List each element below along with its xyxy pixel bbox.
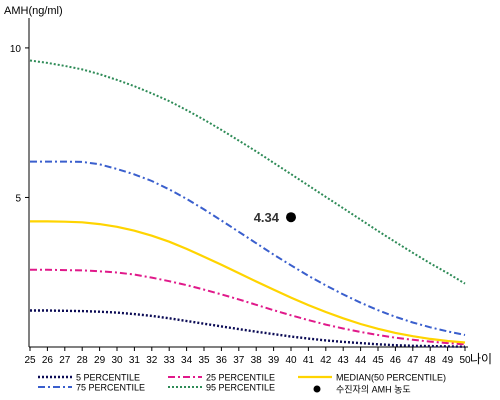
x-tick-label: 29	[94, 355, 106, 366]
x-tick-label: 36	[216, 355, 228, 366]
x-tick-label: 26	[42, 355, 54, 366]
legend-item-median: MEDIAN(50 PERCENTILE)	[298, 373, 446, 383]
y-tick-label: 10	[10, 44, 22, 55]
x-tick-label: 37	[233, 355, 245, 366]
y-axis-label: AMH(ng/ml)	[4, 5, 63, 17]
x-ticks: 25 26 27 28 29 30 31 32 33 34 35 36 37 38 39 40 41 42 43 44…	[24, 347, 471, 366]
legend-label-p25: 25 PERCENTILE	[206, 373, 275, 383]
legend-swatch-point	[313, 385, 321, 393]
legend-item-p95: 95 PERCENTILE	[168, 383, 275, 393]
x-tick-label: 27	[59, 355, 71, 366]
legend-label-point: 수진자의 AMH 농도	[336, 385, 411, 395]
patient-point	[286, 212, 296, 223]
x-tick-label: 35	[198, 355, 210, 366]
legend-label-p75: 75 PERCENTILE	[76, 383, 145, 393]
x-tick-label: 50	[459, 355, 471, 366]
x-tick-label: 40	[285, 355, 297, 366]
series-line-p25	[30, 268, 466, 346]
x-tick-label: 38	[251, 355, 263, 366]
patient-point-label: 4.34	[254, 210, 280, 225]
legend-label-p95: 95 PERCENTILE	[206, 383, 275, 393]
legend-item-p25: 25 PERCENTILE	[168, 373, 275, 383]
x-tick-label: 46	[390, 355, 402, 366]
x-tick-label: 30	[111, 355, 123, 366]
y-tick-label: 5	[15, 193, 21, 204]
legend-label-p5: 5 PERCENTILE	[76, 373, 140, 383]
x-tick-label: 39	[268, 355, 280, 366]
x-tick-label: 47	[407, 355, 419, 366]
x-tick-label: 48	[425, 355, 437, 366]
series-lines	[29, 59, 466, 348]
x-tick-label: 45	[372, 355, 384, 366]
x-tick-label: 34	[181, 355, 193, 366]
legend-item-p5: 5 PERCENTILE	[38, 373, 140, 383]
legend-label-median: MEDIAN(50 PERCENTILE)	[336, 373, 446, 383]
x-tick-label: 43	[338, 355, 350, 366]
x-tick-label: 33	[164, 355, 176, 366]
y-ticks: 10 5	[10, 44, 29, 204]
series-line-p75	[30, 160, 466, 336]
x-tick-label: 25	[24, 355, 36, 366]
x-axis-label: 나이	[470, 352, 492, 366]
series-line-median	[30, 220, 466, 344]
legend-item-point: 수진자의 AMH 농도	[313, 385, 411, 395]
legend-item-p75: 75 PERCENTILE	[38, 383, 145, 393]
x-tick-label: 31	[129, 355, 141, 366]
x-tick-label: 28	[77, 355, 89, 366]
x-tick-label: 44	[355, 355, 367, 366]
legend: 5 PERCENTILE 25 PERCENTILE MEDIAN(50 PERCE…	[38, 373, 446, 395]
x-tick-label: 49	[442, 355, 454, 366]
series-line-p5	[30, 309, 466, 348]
x-tick-label: 32	[146, 355, 158, 366]
patient-marker: 4.34	[254, 210, 296, 225]
series-line-p95	[29, 59, 466, 285]
x-tick-label: 41	[303, 355, 315, 366]
x-tick-label: 42	[320, 355, 332, 366]
